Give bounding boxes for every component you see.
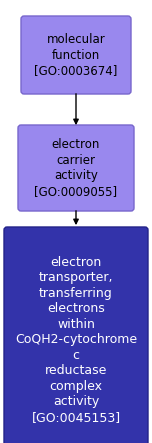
FancyBboxPatch shape [18, 125, 134, 211]
Text: electron
carrier
activity
[GO:0009055]: electron carrier activity [GO:0009055] [35, 138, 117, 198]
FancyBboxPatch shape [21, 16, 131, 94]
Text: electron
transporter,
transferring
electrons
within
CoQH2-cytochrome
c
reductase: electron transporter, transferring elect… [15, 256, 137, 424]
Text: molecular
function
[GO:0003674]: molecular function [GO:0003674] [34, 33, 118, 77]
FancyBboxPatch shape [4, 227, 148, 443]
